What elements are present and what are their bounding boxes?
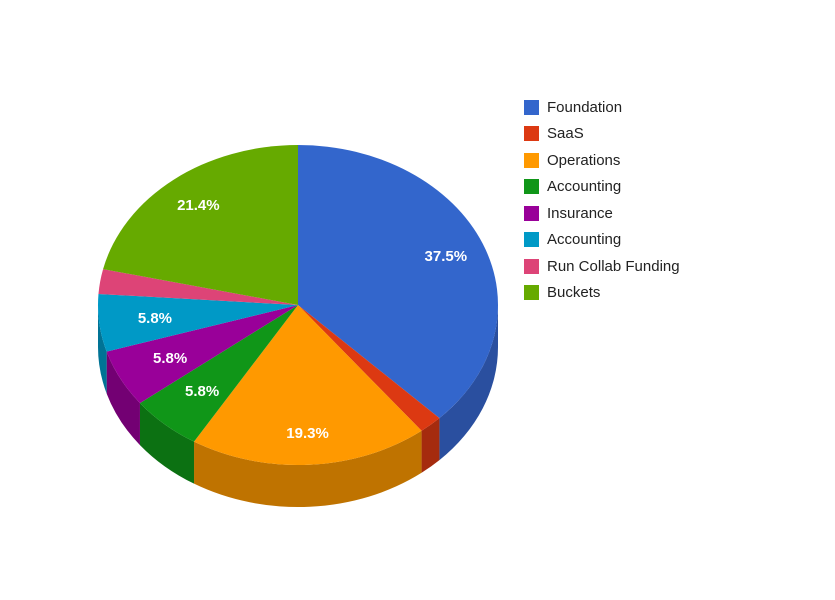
pie-slice-2[interactable] <box>298 305 440 431</box>
pie-slice-3[interactable] <box>194 305 422 465</box>
slice-label-3: 19.3% <box>286 425 329 442</box>
legend-item[interactable]: SaaS <box>524 121 824 148</box>
legend-swatch <box>524 99 539 115</box>
legend-item[interactable]: Operations <box>524 147 824 174</box>
slice-label-4: 5.8% <box>185 383 219 400</box>
chart-legend: Foundation SaaS Operations Accounting Insura… <box>524 94 824 306</box>
slice-label-8: 21.4% <box>177 197 220 214</box>
legend-item[interactable]: Accounting <box>524 227 824 254</box>
legend-item[interactable]: Insurance <box>524 200 824 227</box>
pie-slice-5[interactable] <box>106 305 298 404</box>
legend-label: Accounting <box>547 231 622 249</box>
legend-swatch <box>524 258 539 274</box>
legend-item[interactable]: Run Collab Funding <box>524 253 824 280</box>
legend-label: Run Collab Funding <box>547 257 680 275</box>
slice-label-1: 37.5% <box>425 248 468 265</box>
pie-side-1 <box>439 305 498 461</box>
legend-swatch <box>524 152 539 168</box>
legend-swatch <box>524 179 539 195</box>
pie-slice-4[interactable] <box>139 305 298 442</box>
legend-swatch <box>524 285 539 301</box>
legend-item[interactable]: Accounting <box>524 174 824 201</box>
pie-slice-1[interactable] <box>298 145 498 419</box>
legend-label: Buckets <box>547 284 601 302</box>
pie-side-4 <box>139 403 195 484</box>
pie-side-6 <box>98 305 107 394</box>
pie-slice-8[interactable] <box>103 145 298 305</box>
legend-item[interactable]: Foundation <box>524 94 824 121</box>
pie-sides <box>98 305 498 508</box>
pie-side-3 <box>194 430 422 508</box>
legend-item[interactable]: Buckets <box>524 280 824 307</box>
pie-side-2 <box>421 418 440 473</box>
legend-swatch <box>524 205 539 221</box>
legend-label: Foundation <box>547 98 623 116</box>
legend-label: Accounting <box>547 178 622 196</box>
legend-label: Operations <box>547 151 621 169</box>
pie-slice-7[interactable] <box>98 269 298 305</box>
slice-label-5: 5.8% <box>153 350 187 367</box>
legend-label: SaaS <box>547 125 584 143</box>
legend-swatch <box>524 126 539 142</box>
pie-slice-labels: 37.5% 19.3% 5.8% 5.8% 5.8% 21.4% <box>138 197 467 442</box>
legend-label: Insurance <box>547 204 613 222</box>
slice-label-6: 5.8% <box>138 310 172 327</box>
pie-side-5 <box>106 351 140 446</box>
pie-slice-6[interactable] <box>98 293 298 352</box>
legend-swatch <box>524 232 539 248</box>
pie-slices <box>98 145 498 465</box>
